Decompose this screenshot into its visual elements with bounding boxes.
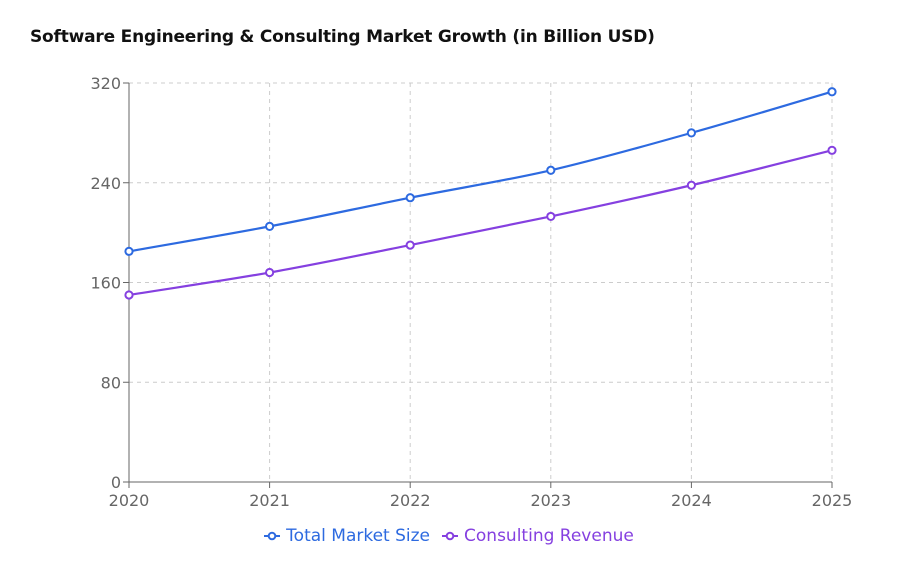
axes: 0 80 160 240 320 2020 2021 2022 2023 2024 2025 xyxy=(90,74,852,510)
x-tick-label: 2024 xyxy=(671,491,712,510)
series-line xyxy=(128,90,833,253)
x-tick-label: 2023 xyxy=(530,491,571,510)
data-point[interactable] xyxy=(546,165,556,175)
legend: Total Market Size Consulting Revenue xyxy=(0,526,898,546)
data-point[interactable] xyxy=(405,193,415,203)
y-tick-label: 80 xyxy=(101,373,121,392)
data-point[interactable] xyxy=(124,246,134,256)
x-tick-label: 2022 xyxy=(390,491,431,510)
data-point[interactable] xyxy=(265,267,275,278)
legend-label: Consulting Revenue xyxy=(464,526,634,546)
data-point[interactable] xyxy=(686,180,697,190)
y-tick-label: 160 xyxy=(90,274,121,293)
x-tick-label: 2021 xyxy=(249,491,290,510)
data-point[interactable] xyxy=(686,128,697,138)
legend-label: Total Market Size xyxy=(286,526,431,546)
x-tick-label: 2020 xyxy=(109,491,150,510)
data-point[interactable] xyxy=(124,290,134,300)
data-point[interactable] xyxy=(546,211,556,222)
legend-line-icon xyxy=(442,531,459,541)
data-point[interactable] xyxy=(405,240,415,250)
y-tick-label: 0 xyxy=(111,473,121,492)
series xyxy=(124,87,837,300)
series-1 xyxy=(124,87,837,256)
data-point[interactable] xyxy=(265,221,275,231)
data-point[interactable] xyxy=(827,87,837,97)
chart-title: Software Engineering & Consulting Market… xyxy=(30,27,655,47)
series-line xyxy=(128,149,833,297)
y-tick-label: 320 xyxy=(90,74,121,93)
x-tick-label: 2025 xyxy=(812,491,853,510)
series-2 xyxy=(124,145,837,300)
grid xyxy=(129,82,833,482)
y-tick-label: 240 xyxy=(90,174,121,193)
data-point[interactable] xyxy=(827,145,837,155)
legend-line-icon xyxy=(264,531,281,541)
legend-item[interactable]: Total Market Size xyxy=(264,526,430,546)
legend-item[interactable]: Consulting Revenue xyxy=(442,526,634,546)
